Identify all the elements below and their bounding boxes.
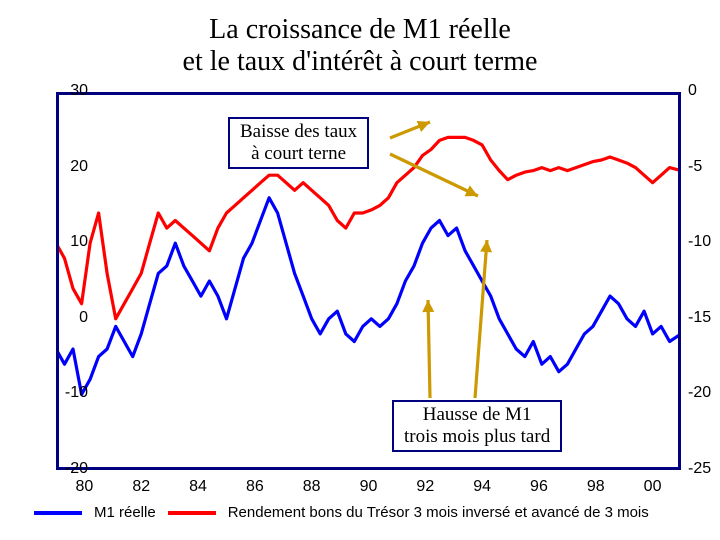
y-left-tick-label: -10: [48, 384, 88, 402]
y-left-tick-label: 0: [48, 309, 88, 327]
y-right-tick-label: 0: [688, 82, 720, 100]
x-tick-label: 92: [416, 478, 434, 496]
annotation-hausse: Hausse de M1 trois mois plus tard: [392, 400, 562, 452]
slide-title: La croissance de M1 réelle et le taux d'…: [0, 14, 720, 78]
y-left-tick-label: 20: [48, 158, 88, 176]
x-tick-label: 82: [132, 478, 150, 496]
y-right-tick-label: -10: [688, 233, 720, 251]
y-right-tick-label: -15: [688, 309, 720, 327]
annotation-baisse-line2: à court terne: [251, 143, 346, 164]
x-tick-label: 98: [587, 478, 605, 496]
title-line-2: et le taux d'intérêt à court terme: [183, 46, 538, 77]
slide: La croissance de M1 réelle et le taux d'…: [0, 0, 720, 540]
x-tick-label: 84: [189, 478, 207, 496]
x-tick-label: 80: [76, 478, 94, 496]
legend-label-rendement: Rendement bons du Trésor 3 mois inversé …: [228, 504, 649, 521]
y-left-tick-label: 10: [48, 233, 88, 251]
annotation-hausse-line2: trois mois plus tard: [404, 426, 550, 447]
legend-swatch-m1: [34, 511, 82, 515]
annotation-baisse: Baisse des taux à court terne: [228, 117, 369, 169]
y-right-tick-label: -5: [688, 158, 720, 176]
y-left-tick-label: 30: [48, 82, 88, 100]
x-tick-label: 90: [360, 478, 378, 496]
x-tick-label: 00: [644, 478, 662, 496]
legend-swatch-rendement: [168, 511, 216, 515]
x-tick-label: 88: [303, 478, 321, 496]
title-line-1: La croissance de M1 réelle: [209, 14, 511, 45]
y-right-tick-label: -20: [688, 384, 720, 402]
y-left-tick-label: -20: [48, 460, 88, 478]
legend-label-m1: M1 réelle: [94, 504, 156, 521]
x-tick-label: 94: [473, 478, 491, 496]
y-right-tick-label: -25: [688, 460, 720, 478]
annotation-baisse-line1: Baisse des taux: [240, 121, 357, 142]
x-tick-label: 86: [246, 478, 264, 496]
legend: M1 réelle Rendement bons du Trésor 3 moi…: [34, 504, 710, 521]
x-tick-label: 96: [530, 478, 548, 496]
annotation-hausse-line1: Hausse de M1: [423, 404, 532, 425]
